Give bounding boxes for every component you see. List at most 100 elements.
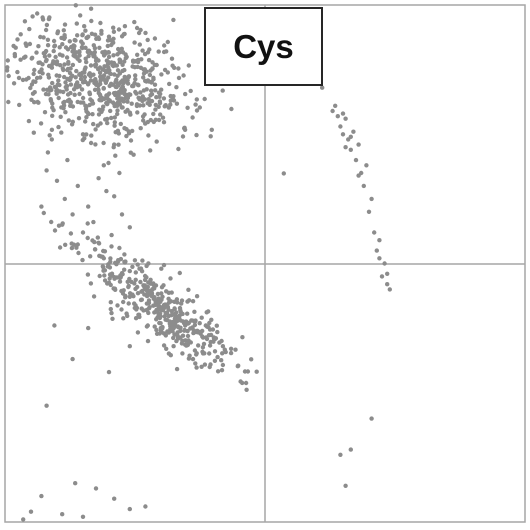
data-point <box>66 59 71 65</box>
data-point <box>93 127 98 132</box>
data-point <box>126 74 132 79</box>
data-point <box>209 127 214 132</box>
data-point <box>96 176 101 181</box>
data-point <box>18 32 23 37</box>
data-point <box>106 280 112 285</box>
data-point <box>29 82 35 87</box>
data-point <box>108 300 114 305</box>
data-point <box>72 92 77 98</box>
data-point <box>114 262 119 267</box>
data-point <box>104 58 110 63</box>
data-point <box>146 57 152 63</box>
data-point <box>115 303 120 308</box>
data-point <box>152 82 158 87</box>
data-point <box>162 67 168 73</box>
data-point <box>125 313 130 319</box>
data-point <box>30 91 36 96</box>
data-point <box>127 344 132 349</box>
data-point <box>43 27 49 33</box>
data-point <box>97 45 102 50</box>
data-point <box>120 84 125 89</box>
data-point <box>181 321 187 326</box>
data-point <box>138 126 143 131</box>
data-point <box>122 88 127 93</box>
data-point <box>84 104 89 110</box>
data-point <box>92 46 98 51</box>
data-point <box>366 209 372 214</box>
data-point <box>88 74 93 79</box>
data-point <box>119 307 124 312</box>
data-point <box>106 50 112 55</box>
data-point <box>159 285 165 290</box>
data-point <box>132 40 137 45</box>
data-point <box>95 235 101 240</box>
data-point <box>343 483 348 488</box>
data-point <box>37 60 43 65</box>
data-point <box>220 88 225 93</box>
data-point <box>82 74 88 80</box>
data-point <box>88 140 94 146</box>
data-point <box>91 121 96 127</box>
data-point <box>215 329 220 335</box>
data-point <box>91 52 96 58</box>
data-point <box>117 170 122 176</box>
data-point <box>75 80 80 85</box>
data-point <box>68 66 73 71</box>
data-point <box>85 82 91 87</box>
data-point <box>77 58 82 63</box>
data-point <box>112 142 117 147</box>
data-point <box>84 115 89 120</box>
data-point <box>12 54 18 59</box>
data-point <box>47 133 52 138</box>
data-point <box>86 325 91 331</box>
data-point <box>186 63 191 68</box>
data-point <box>176 66 181 71</box>
data-point <box>194 351 199 356</box>
data-point <box>105 120 110 126</box>
data-point <box>11 81 17 86</box>
data-point <box>5 58 10 63</box>
data-point <box>101 248 106 254</box>
data-point <box>194 108 200 113</box>
data-point <box>77 91 82 97</box>
data-point <box>122 59 127 64</box>
data-point <box>168 93 173 99</box>
data-point <box>157 315 163 321</box>
data-point <box>159 266 164 271</box>
data-point <box>121 32 127 37</box>
data-point <box>219 368 225 373</box>
data-point <box>119 288 124 294</box>
data-point <box>75 33 80 38</box>
data-point <box>171 17 176 23</box>
data-point <box>72 37 77 43</box>
data-point <box>88 63 94 68</box>
data-point <box>179 341 185 346</box>
data-point <box>92 87 98 93</box>
data-point <box>348 134 353 139</box>
data-point <box>143 121 148 126</box>
data-point <box>50 113 55 119</box>
data-point <box>186 356 192 361</box>
data-point <box>111 286 116 291</box>
data-point <box>115 111 120 117</box>
data-point <box>137 42 142 47</box>
data-point <box>56 124 61 130</box>
data-point <box>377 256 382 261</box>
data-point <box>55 88 60 93</box>
data-point <box>44 168 49 173</box>
data-point <box>156 117 162 123</box>
data-point <box>49 127 55 132</box>
data-point <box>77 53 82 58</box>
data-point <box>83 65 88 70</box>
data-point <box>114 84 119 90</box>
data-point <box>64 55 70 60</box>
data-point <box>142 277 148 283</box>
data-point <box>97 70 103 75</box>
data-point <box>101 140 106 146</box>
data-point <box>80 257 85 263</box>
data-point <box>138 266 144 271</box>
data-point <box>41 51 46 56</box>
data-point <box>149 79 154 85</box>
data-point <box>55 82 60 87</box>
data-point <box>62 22 68 27</box>
